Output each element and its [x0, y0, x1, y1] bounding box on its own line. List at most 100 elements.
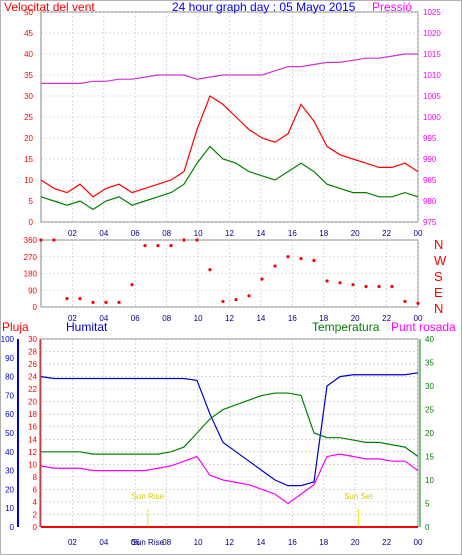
humidity-axis-tick-label: 70	[5, 391, 14, 400]
direction-axis-tick-label: 180	[24, 270, 38, 279]
wind-x-tick-label: 06	[131, 229, 140, 238]
compass-label-e: E	[434, 285, 443, 300]
rain-axis-tick-label: 12	[28, 448, 37, 457]
wind-axis-tick-label: 25	[24, 113, 33, 122]
rain-axis-tick-label: 24	[28, 373, 37, 382]
rain-axis-tick-label: 20	[28, 398, 37, 407]
wind-x-tick-label: 10	[194, 229, 203, 238]
series-layer	[39, 53, 420, 528]
temp-x-tick-label: 08	[162, 538, 171, 547]
wind-direction-point	[221, 299, 225, 304]
temperature-axis-tick-label: 0	[425, 523, 430, 532]
pressure-axis-tick-label: 1025	[423, 8, 441, 17]
wind-direction-point	[91, 300, 95, 304]
temperature-axis-tick-label: 35	[425, 359, 434, 368]
graph-title: 24 hour graph day : 05 Mayo 2015	[172, 0, 356, 14]
wind-x-tick-label: 00	[414, 229, 423, 238]
rain-axis-tick-label: 4	[33, 498, 38, 507]
temp-x-tick-label: 10	[194, 538, 203, 547]
temperature-axis-tick-label: 30	[425, 382, 434, 391]
pressure-axis-tick-label: 985	[423, 176, 437, 185]
sunset-label: Sun Set	[344, 492, 373, 501]
temp-x-tick-label: 16	[288, 538, 297, 547]
pressure-axis-tick-label: 1005	[423, 92, 441, 101]
wind-direction-point	[39, 238, 43, 242]
wind-direction-point	[104, 300, 108, 304]
wind-direction-point	[247, 294, 251, 298]
wind-gust-series	[40, 95, 419, 198]
wind-direction-point	[325, 279, 329, 283]
humidity-axis-tick-label: 30	[5, 467, 14, 476]
wind-direction-point	[143, 243, 147, 248]
wind-direction-point	[338, 281, 342, 285]
pressure-title: Pressió	[372, 0, 413, 14]
rain-axis-tick-label: 26	[28, 360, 37, 369]
rain-axis-tick-label: 2	[33, 510, 38, 519]
pressure-axis-tick-label: 975	[423, 218, 437, 227]
direction-x-tick-label: 02	[68, 314, 77, 323]
wind-x-tick-label: 22	[382, 229, 391, 238]
rain-legend: Pluja	[2, 320, 29, 334]
humidity-axis-tick-label: 80	[5, 373, 14, 382]
humidity-series	[40, 372, 419, 487]
wind-direction-point	[390, 284, 394, 289]
direction-axis-tick-label: 270	[24, 253, 38, 262]
temp-x-tick-label: 20	[351, 538, 360, 547]
rain-axis-tick-label: 16	[28, 423, 37, 432]
pressure-axis-tick-label: 995	[423, 134, 437, 143]
wind-x-tick-label: 08	[162, 229, 171, 238]
pressure-axis-tick-label: 1020	[423, 29, 441, 38]
humidity-axis-tick-label: 10	[5, 504, 14, 513]
temperature-axis-tick-label: 40	[425, 335, 434, 344]
wind-x-tick-label: 16	[288, 229, 297, 238]
direction-x-tick-label: 12	[225, 314, 234, 323]
sunrise-x-label: Sun Rise	[132, 538, 165, 547]
wind-axis-tick-label: 15	[24, 155, 33, 164]
wind-direction-point	[195, 238, 199, 242]
humidity-axis-tick-label: 90	[5, 354, 14, 363]
label-layer: Sun Rise Sun Set Sun Rise	[132, 492, 374, 547]
wind-direction-point	[169, 243, 173, 248]
temp-x-tick-label: 22	[382, 538, 391, 547]
temp-x-tick-label: 14	[256, 538, 265, 547]
wind-x-tick-label: 02	[68, 229, 77, 238]
sunrise-label: Sun Rise	[132, 492, 165, 501]
direction-axis-tick-label: 0	[33, 303, 38, 312]
compass-label-n-top: N	[434, 237, 444, 252]
pressure-axis-tick-label: 1000	[423, 113, 441, 122]
direction-axis-tick-label: 90	[28, 286, 37, 295]
pressure-axis-tick-label: 1010	[423, 71, 441, 80]
rain-axis-tick-label: 8	[33, 473, 38, 482]
rain-axis-tick-label: 30	[28, 335, 37, 344]
temp-x-tick-label: 12	[225, 538, 234, 547]
dewpoint-legend: Punt rosada	[391, 320, 456, 334]
temperature-axis-tick-label: 25	[425, 406, 434, 415]
temp-x-tick-label: 06	[131, 538, 140, 547]
wind-x-tick-label: 12	[225, 229, 234, 238]
wind-axis-tick-label: 45	[24, 29, 33, 38]
wind-direction-point	[208, 268, 212, 272]
direction-x-tick-label: 18	[319, 314, 328, 323]
wind-direction-point	[234, 297, 238, 302]
wind-direction-point	[273, 264, 277, 268]
temperature-axis-tick-label: 20	[425, 429, 434, 438]
rain-axis-tick-label: 18	[28, 410, 37, 419]
humidity-axis-tick-label: 100	[1, 335, 15, 344]
wind-x-tick-label: 04	[99, 229, 108, 238]
temp-x-tick-label: 18	[319, 538, 328, 547]
wind-direction-point	[117, 300, 121, 304]
wind-direction-point	[299, 257, 303, 261]
wind-axis-tick-label: 5	[29, 197, 34, 206]
pressure-axis-tick-label: 990	[423, 155, 437, 164]
wind-direction-point	[286, 255, 290, 259]
direction-x-tick-label: 22	[382, 314, 391, 323]
temperature-axis-tick-label: 10	[425, 476, 434, 485]
rain-axis-tick-label: 28	[28, 348, 37, 357]
temperature-axis-tick-label: 5	[425, 500, 430, 509]
temperature-legend: Temperatura	[312, 320, 380, 334]
wind-axis-tick-label: 10	[24, 176, 33, 185]
pressure-series	[41, 53, 418, 85]
wind-direction-point	[364, 284, 368, 289]
wind-direction-point	[403, 299, 407, 304]
